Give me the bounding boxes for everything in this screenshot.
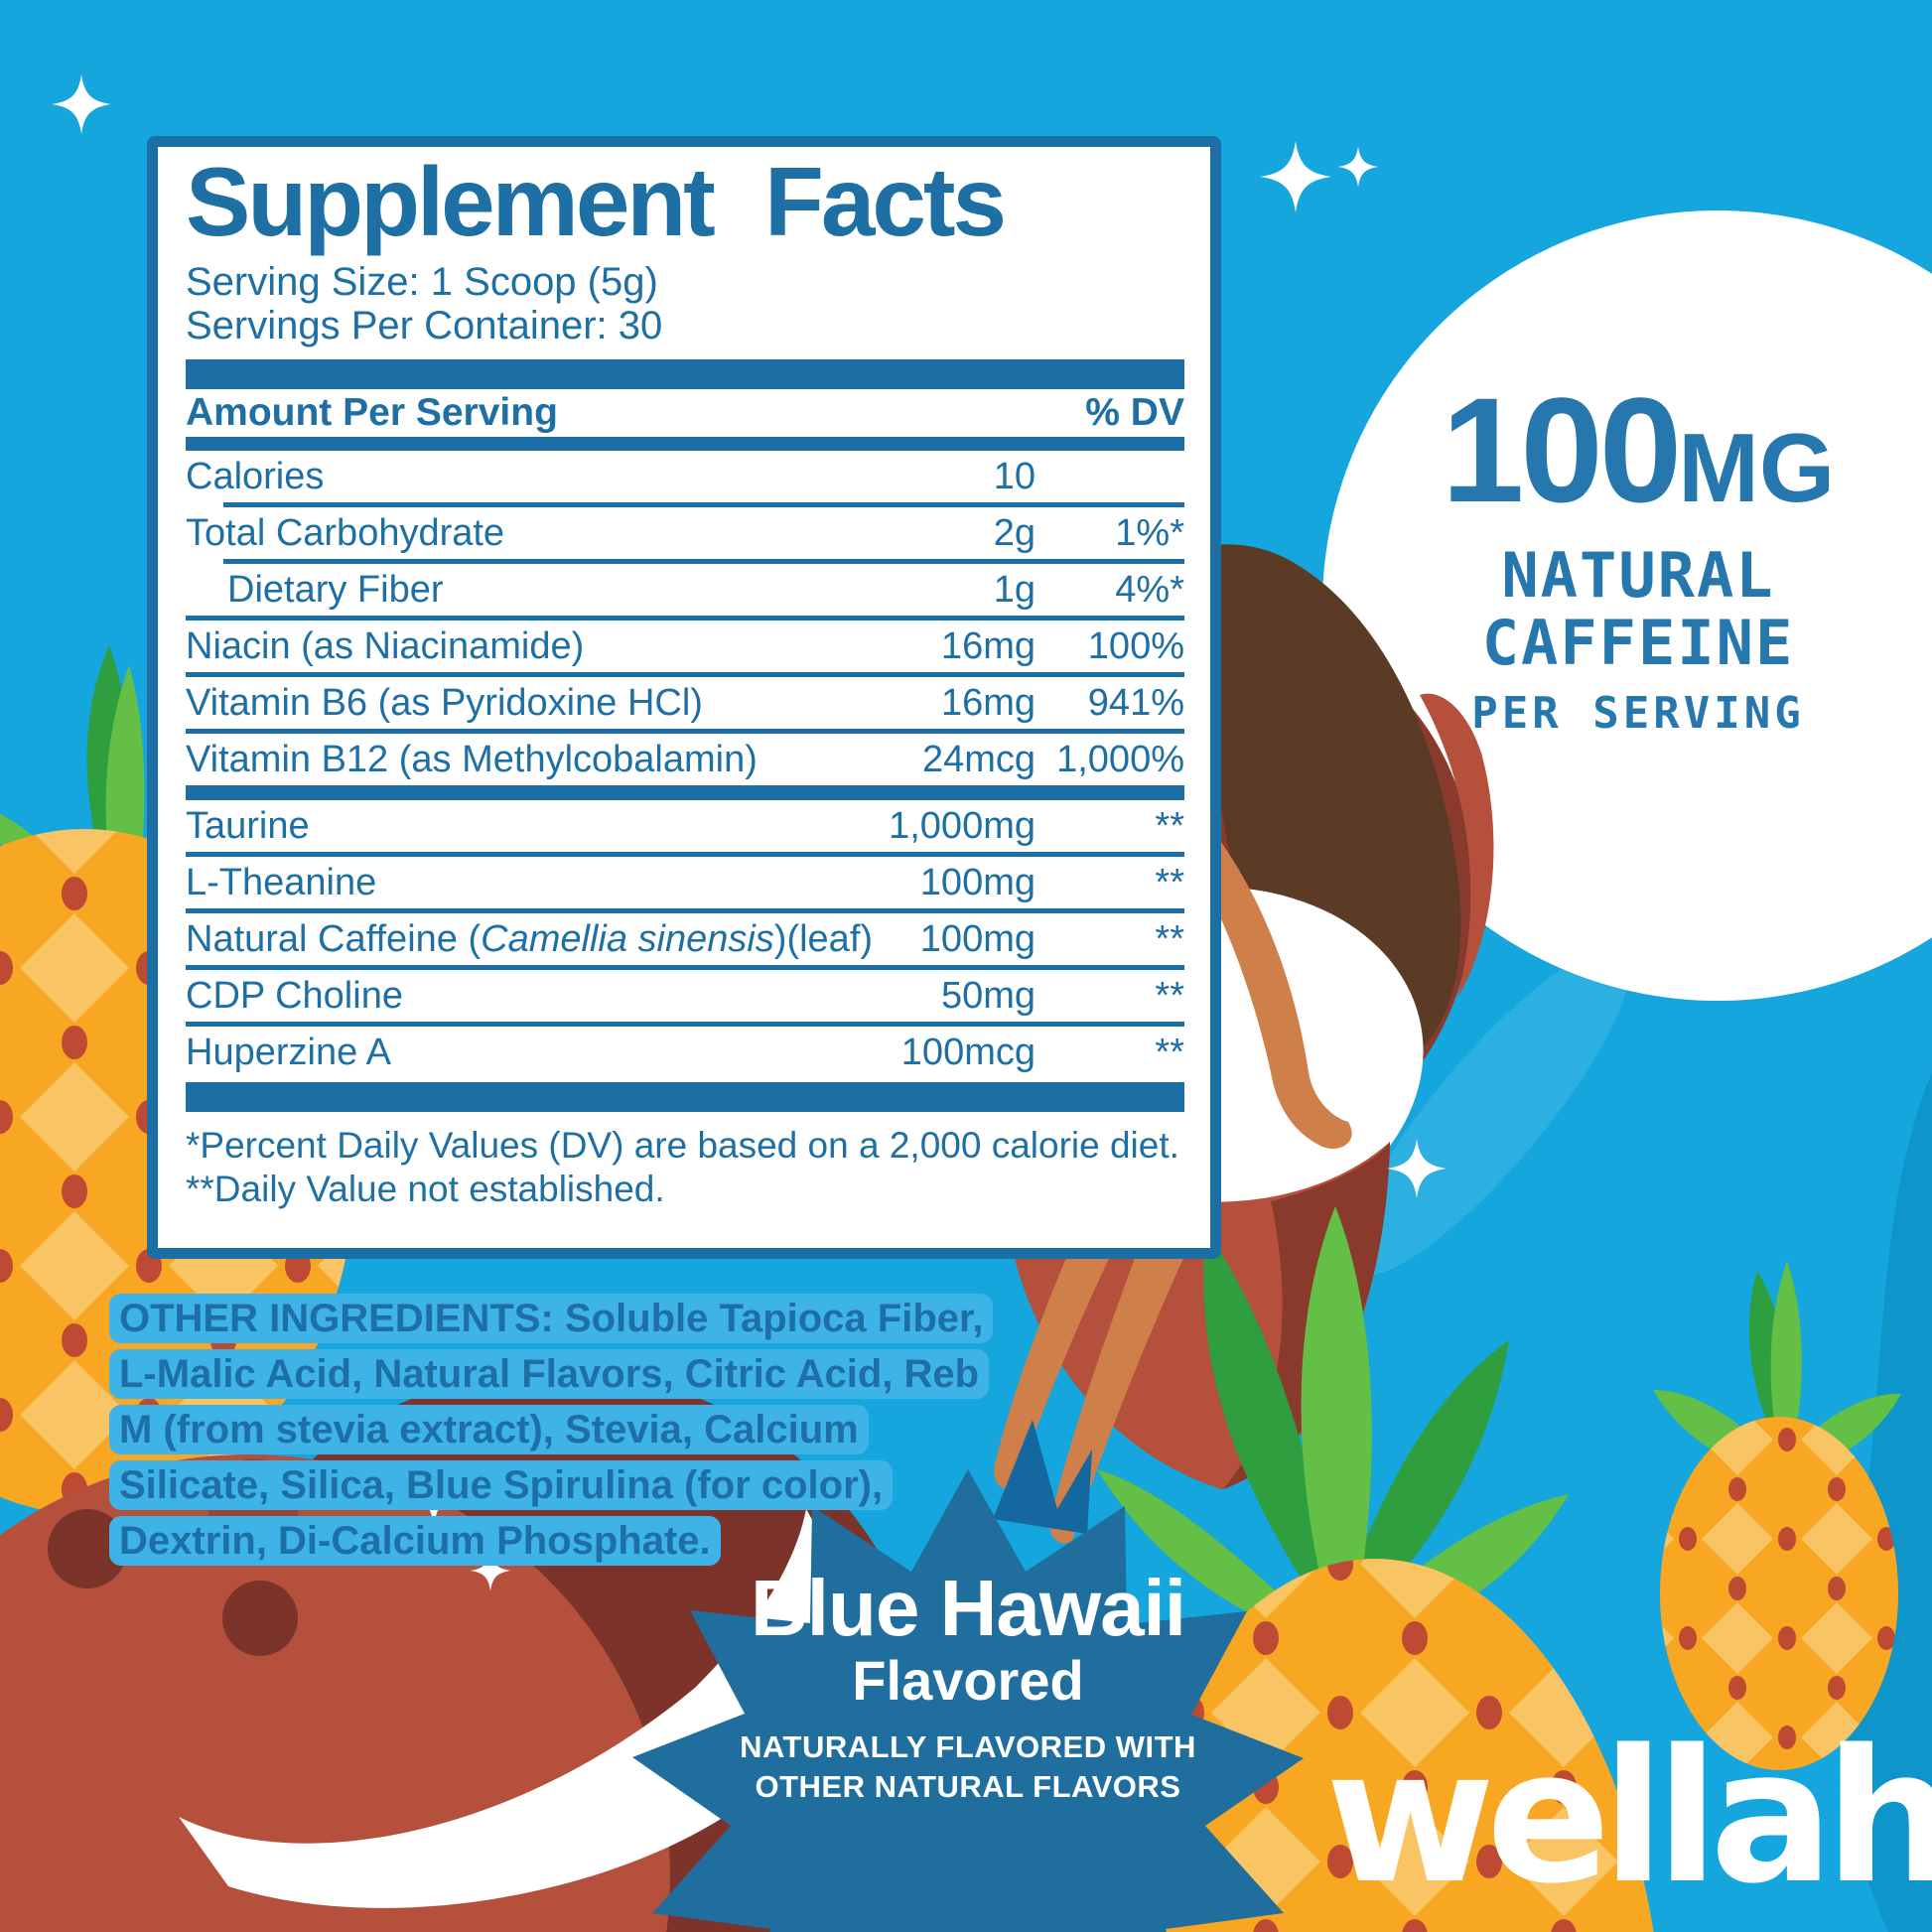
center-pineapple	[1096, 1206, 1654, 1932]
badge-line: PER SERVING	[1471, 688, 1805, 739]
table-row: Calories 10	[186, 455, 1035, 497]
table-row: Natural Caffeine (Camellia sinensis)(lea…	[186, 917, 1184, 960]
footnote: **Daily Value not established.	[186, 1169, 665, 1209]
brand-logo: wellah™	[1325, 1710, 1932, 1924]
footnote: *Percent Daily Values (DV) are based on …	[186, 1125, 1179, 1166]
other-ingredients: OTHER INGREDIENTS: Soluble Tapioca Fiber…	[109, 1291, 1008, 1569]
panel-title: Supplement Facts	[186, 147, 1007, 256]
row-divider	[186, 616, 1184, 621]
caffeine-badge: 100MG NATURAL CAFFEINE PER SERVING	[1350, 375, 1926, 739]
table-row: Niacin (as Niacinamide) 16mg 100%	[186, 624, 1184, 667]
table-row: Vitamin B6 (as Pyridoxine HCl) 16mg 941%	[186, 681, 1184, 724]
row-divider	[186, 1022, 1184, 1027]
other-ingredients-label: OTHER INGREDIENTS:	[119, 1297, 554, 1340]
table-row: Huperzine A 100mcg **	[186, 1031, 1184, 1073]
badge-line: CAFFEINE	[1481, 607, 1795, 679]
divider-bar	[186, 1082, 1184, 1112]
table-row: Dietary Fiber 1g 4%*	[227, 568, 1184, 611]
table-row: CDP Choline 50mg **	[186, 974, 1184, 1017]
servings-per-container: Servings Per Container: 30	[186, 304, 663, 347]
flavor-note-line: NATURALLY FLAVORED WITH	[740, 1729, 1196, 1764]
table-row: L-Theanine 100mg **	[186, 861, 1184, 903]
flavor-starburst	[632, 1469, 1304, 1932]
row-divider	[223, 559, 1184, 564]
table-header: Amount Per Serving % DV	[186, 389, 1184, 437]
badge-line: NATURAL	[1501, 539, 1775, 612]
serving-size: Serving Size: 1 Scoop (5g)	[186, 260, 658, 304]
table-row: Vitamin B12 (as Methylcobalamin) 24mcg 1…	[186, 738, 1184, 780]
divider-bar	[186, 359, 1184, 389]
supplement-facts-panel: Supplement Facts Serving Size: 1 Scoop (…	[147, 136, 1221, 1259]
divider-bar	[186, 437, 1184, 451]
row-divider	[186, 729, 1184, 734]
flavor-name: Blue Hawaii	[750, 1564, 1186, 1652]
flavor-sub: Flavored	[852, 1649, 1084, 1712]
row-divider	[223, 502, 1184, 507]
caffeine-unit: MG	[1678, 413, 1836, 522]
row-divider	[186, 908, 1184, 913]
other-ingredients-text: Soluble Tapioca Fiber, L-Malic Acid, Nat…	[119, 1297, 984, 1563]
table-row: Total Carbohydrate 2g 1%*	[186, 511, 1184, 554]
flavor-callout: Blue Hawaii Flavored NATURALLY FLAVORED …	[690, 1567, 1246, 1807]
row-divider	[186, 852, 1184, 857]
footnotes: *Percent Daily Values (DV) are based on …	[186, 1124, 1184, 1211]
caffeine-amount: 100	[1441, 366, 1682, 533]
amount-per-serving-label: Amount Per Serving	[186, 391, 558, 434]
dv-label: % DV	[1085, 391, 1184, 434]
right-pineapple	[1653, 1261, 1901, 1770]
row-divider	[186, 672, 1184, 677]
row-divider	[186, 965, 1184, 970]
divider-bar	[186, 785, 1184, 800]
table-row: Taurine 1,000mg **	[186, 804, 1184, 847]
flavor-note-line: OTHER NATURAL FLAVORS	[755, 1769, 1181, 1804]
